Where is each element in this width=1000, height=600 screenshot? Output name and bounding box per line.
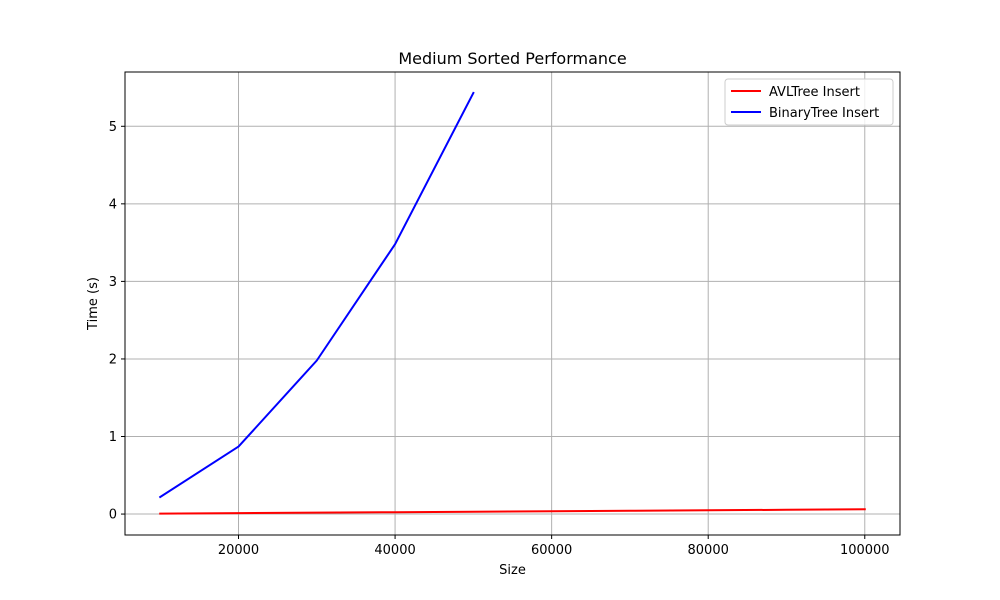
plot-area: 20000 40000 60000 80000 100000 0 1 2 3 4 5 [109, 71, 901, 558]
x-tick-label: 100000 [840, 543, 890, 558]
legend-label-binarytree-insert: BinaryTree Insert [769, 106, 879, 121]
y-tick-label: 3 [109, 275, 117, 290]
y-tick-label: 0 [109, 508, 117, 523]
legend-box [724, 78, 894, 126]
legend: AVLTree Insert BinaryTree Insert [724, 78, 894, 126]
series-line-binarytree-insert [158, 91, 475, 499]
x-tick-label: 20000 [218, 543, 259, 558]
x-tick-label: 60000 [531, 543, 572, 558]
x-axis-label: Size [499, 563, 526, 578]
chart-title: Medium Sorted Performance [398, 49, 626, 68]
series-lines [158, 91, 866, 515]
x-tick-label: 40000 [374, 543, 415, 558]
series-line-avltree-insert [159, 508, 866, 515]
y-tick-label: 1 [109, 430, 117, 445]
legend-label-avltree-insert: AVLTree Insert [769, 85, 860, 100]
y-tick-label: 5 [109, 120, 117, 135]
y-gridlines [125, 125, 900, 515]
axes-background [125, 72, 900, 535]
y-tick-label: 2 [109, 352, 117, 367]
y-axis-label: Time (s) [86, 277, 101, 331]
axes-frame [124, 71, 901, 536]
x-gridlines [238, 72, 866, 535]
x-tick-label: 80000 [688, 543, 729, 558]
y-axis-ticks: 0 1 2 3 4 5 [109, 120, 125, 523]
x-axis-ticks: 20000 40000 60000 80000 100000 [218, 535, 890, 558]
y-tick-label: 4 [109, 197, 117, 212]
